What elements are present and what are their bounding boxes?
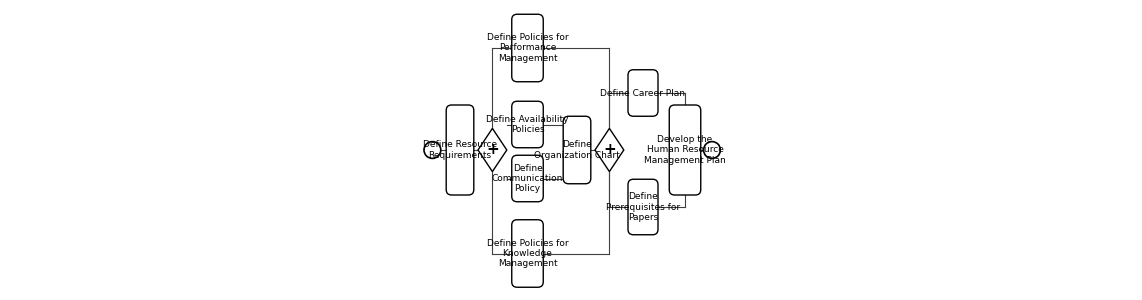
Text: +: + xyxy=(603,142,616,158)
FancyBboxPatch shape xyxy=(628,70,658,116)
Text: Define Policies for
Performance
Management: Define Policies for Performance Manageme… xyxy=(486,33,569,63)
Text: Define Policies for
Knowledge
Management: Define Policies for Knowledge Management xyxy=(486,238,569,268)
FancyBboxPatch shape xyxy=(512,220,544,287)
FancyBboxPatch shape xyxy=(512,155,544,202)
Text: Define
Prerequisites for
Papers: Define Prerequisites for Papers xyxy=(606,192,681,222)
FancyBboxPatch shape xyxy=(563,116,590,184)
Text: Define Career Plan: Define Career Plan xyxy=(601,88,685,98)
Polygon shape xyxy=(595,128,624,172)
Text: Define Availability
Policies: Define Availability Policies xyxy=(486,115,569,134)
FancyBboxPatch shape xyxy=(512,101,544,148)
Circle shape xyxy=(703,142,721,158)
Text: Develop the
Human Resource
Management Plan: Develop the Human Resource Management Pl… xyxy=(644,135,726,165)
Polygon shape xyxy=(478,128,507,172)
Text: Define Resource
Requirements: Define Resource Requirements xyxy=(423,140,497,160)
Circle shape xyxy=(424,142,441,158)
Text: Define
Organization Chart: Define Organization Chart xyxy=(534,140,620,160)
FancyBboxPatch shape xyxy=(512,14,544,82)
Text: +: + xyxy=(486,142,499,158)
Text: Define
Communication
Policy: Define Communication Policy xyxy=(492,164,563,194)
FancyBboxPatch shape xyxy=(628,179,658,235)
FancyBboxPatch shape xyxy=(447,105,474,195)
FancyBboxPatch shape xyxy=(669,105,701,195)
